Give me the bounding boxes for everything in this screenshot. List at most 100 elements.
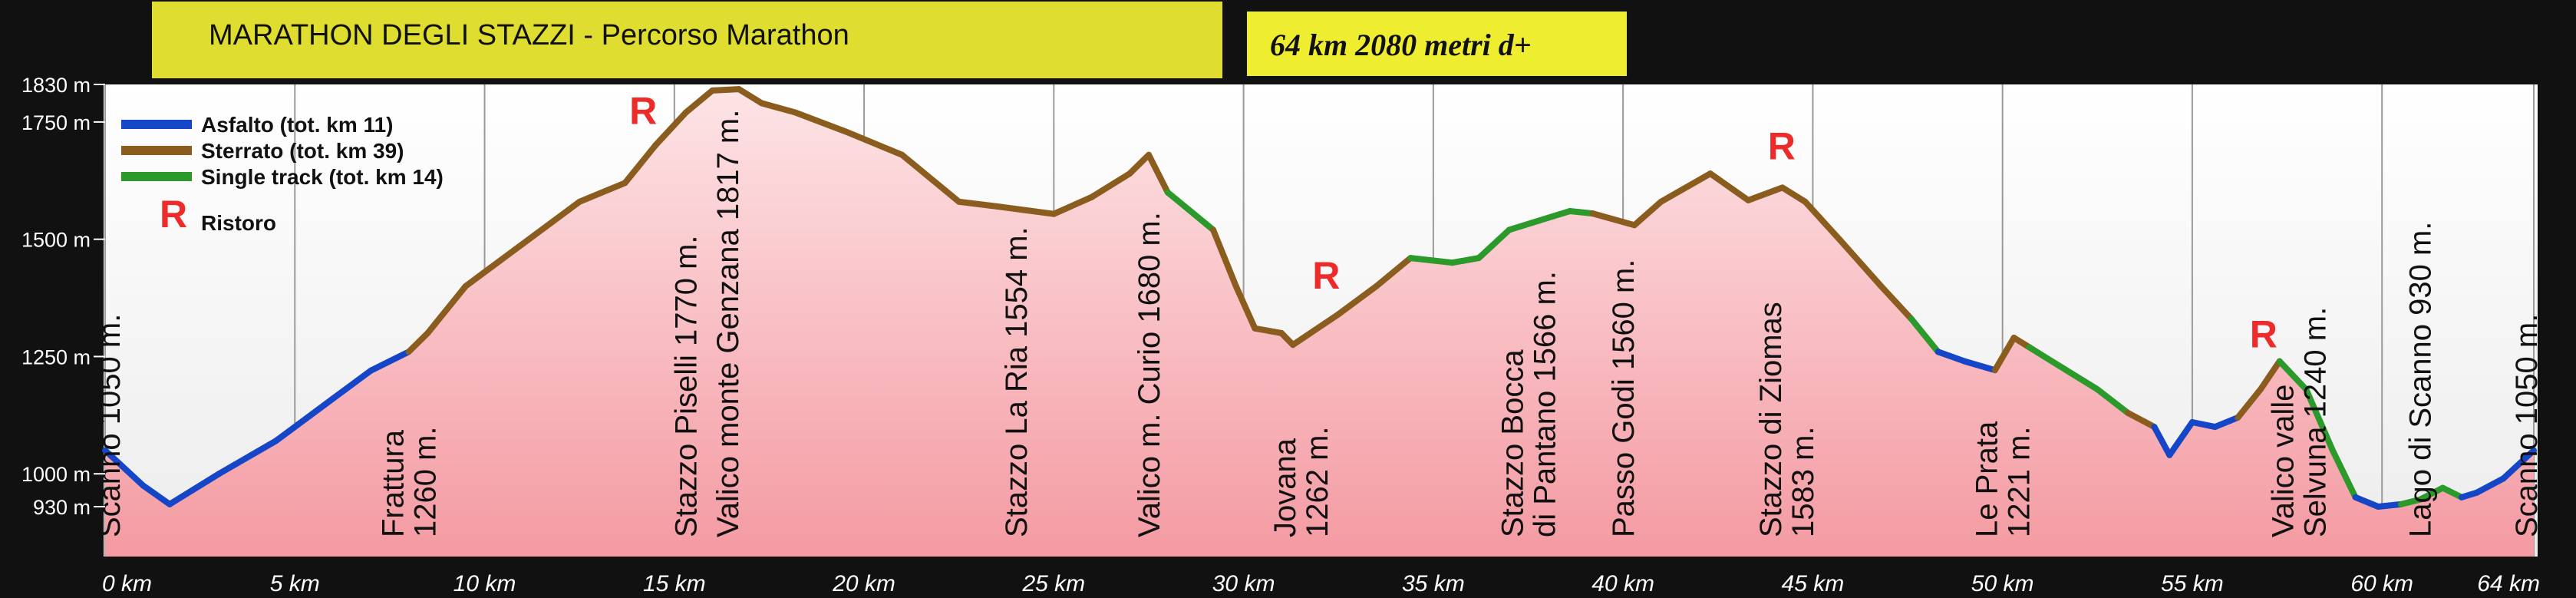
legend: Asfalto (tot. km 11)Sterrato (tot. km 39… xyxy=(121,113,444,236)
legend-label: Sterrato (tot. km 39) xyxy=(201,139,404,163)
route-segment-sterrato xyxy=(1802,198,1842,243)
route-segment-sterrato xyxy=(1088,170,1133,200)
ristoro-markers: R R R R xyxy=(629,90,2278,356)
route-segment-single xyxy=(1506,217,1543,233)
legend-ristoro-symbol: R xyxy=(160,193,187,236)
x-tick-label: 40 km xyxy=(1591,571,1654,596)
x-tick-label: 30 km xyxy=(1212,571,1275,596)
route-segment-asfalto xyxy=(2500,447,2537,482)
route-segment-single xyxy=(1407,255,1456,266)
x-tick-label: 50 km xyxy=(1971,571,2034,596)
route-segment-sterrato xyxy=(709,86,742,94)
waypoint-label-line: Scanno 1050 m. xyxy=(2510,314,2544,537)
route-segment-sterrato xyxy=(955,198,1001,210)
route-segment-sterrato xyxy=(1126,151,1152,177)
waypoint-label: Scanno 1050 m. xyxy=(2510,314,2544,537)
waypoint-label: Lago di Scanno 930 m. xyxy=(2404,222,2438,537)
route-segment-sterrato xyxy=(899,151,962,205)
route-segment-asfalto xyxy=(2151,424,2173,458)
route-segment-asfalto xyxy=(368,349,412,374)
route-segment-asfalto xyxy=(102,447,147,489)
waypoint-label-line: Stazzo La Ria 1554 m. xyxy=(1000,226,1034,537)
waypoint-label-line: Stazzo Bocca xyxy=(1496,349,1529,537)
x-tick-label: 15 km xyxy=(643,571,706,596)
route-segment-sterrato xyxy=(1146,151,1171,196)
route-segment-asfalto xyxy=(2212,414,2241,431)
route-segment-asfalto xyxy=(216,438,279,477)
x-tick-label: 0 km xyxy=(102,571,152,596)
route-segment-sterrato xyxy=(462,240,526,289)
route-segment-asfalto xyxy=(2352,494,2382,510)
route-segment-sterrato xyxy=(1707,170,1752,203)
route-segment-single xyxy=(1566,208,1596,217)
route-segment-single xyxy=(2397,496,2423,507)
x-tick-label: 55 km xyxy=(2161,571,2224,596)
route-segment-asfalto xyxy=(2473,475,2507,496)
waypoint-label-line: Valico m. Curio 1680 m. xyxy=(1133,212,1166,537)
waypoint-label-line: Jovana xyxy=(1268,438,1302,537)
waypoint-label-line: Selvuna 1240 m. xyxy=(2298,307,2332,537)
route-segment-asfalto xyxy=(272,395,336,444)
title-box xyxy=(152,2,1222,78)
waypoint-label-line: 1583 m. xyxy=(1786,426,1820,537)
waypoint-label-line: 1260 m. xyxy=(409,426,443,537)
route-segment-asfalto xyxy=(167,471,223,507)
ristoro-marker: R xyxy=(2250,313,2278,356)
route-segment-asfalto xyxy=(1934,349,1968,365)
route-segment-sterrato xyxy=(1991,335,2017,374)
waypoint-label-line: Le Prata xyxy=(1971,421,2004,537)
route-segment-single xyxy=(2056,362,2101,393)
y-tick-label: 1750 m xyxy=(21,111,91,134)
y-tick-label: 1500 m xyxy=(21,229,91,252)
route-segment-single xyxy=(1476,226,1512,262)
ristoro-marker: R xyxy=(1312,254,1340,297)
route-segment-sterrato xyxy=(2257,358,2283,393)
route-segment-asfalto xyxy=(2375,501,2404,510)
waypoint-label-line: Lago di Scanno 930 m. xyxy=(2404,222,2438,537)
legend-label: Single track (tot. km 14) xyxy=(201,165,444,189)
x-tick-label: 5 km xyxy=(270,571,320,596)
route-segment-single xyxy=(1536,208,1573,224)
route-segment-sterrato xyxy=(1631,198,1664,229)
waypoint-label-line: Frattura xyxy=(377,429,411,537)
waypoint-label: Valico valleSelvuna 1240 m. xyxy=(2266,307,2332,537)
route-segment-sterrato xyxy=(1836,236,1885,289)
legend-label: Ristoro xyxy=(201,211,276,235)
route-segment-asfalto xyxy=(140,482,173,507)
ristoro-marker: R xyxy=(1768,125,1796,168)
waypoint-label: Jovana1262 m. xyxy=(1268,426,1334,537)
waypoint-label: Valico m. Curio 1680 m. xyxy=(1133,212,1166,537)
route-segment-sterrato xyxy=(1657,170,1713,205)
waypoint-label: Stazzo La Ria 1554 m. xyxy=(1000,226,1034,537)
route-segment-sterrato xyxy=(405,329,431,355)
route-segment-sterrato xyxy=(758,100,799,116)
x-tick-label: 60 km xyxy=(2350,571,2413,596)
route-segment-single xyxy=(2329,447,2359,501)
route-line xyxy=(102,86,2537,510)
waypoint-label-line: 1221 m. xyxy=(2003,426,2037,537)
route-segment-sterrato xyxy=(1373,255,1414,289)
route-segment-asfalto xyxy=(2188,419,2218,431)
elevation-area xyxy=(105,89,2534,557)
route-segment-sterrato xyxy=(576,180,628,205)
y-tick-label: 1250 m xyxy=(21,345,91,368)
route-segment-sterrato xyxy=(1589,210,1638,229)
route-segment-sterrato xyxy=(1335,282,1380,318)
chart-title: MARATHON DEGLI STAZZI - Percorso Maratho… xyxy=(209,19,849,51)
x-tick-label: 25 km xyxy=(1021,571,1085,596)
waypoint-label-line: Valico valle xyxy=(2266,385,2300,537)
waypoint-label: Passo Godi 1560 m. xyxy=(1607,259,1641,537)
y-tick-label: 1830 m xyxy=(21,74,91,97)
waypoint-label: Stazzo Boccadi Pantano 1566 m. xyxy=(1496,271,1562,537)
waypoint-label-line: Passo Godi 1560 m. xyxy=(1607,259,1641,537)
waypoint-label-line: 1262 m. xyxy=(1301,426,1334,537)
x-tick-label: 35 km xyxy=(1402,571,1465,596)
route-segment-sterrato xyxy=(1232,282,1258,332)
route-segment-sterrato xyxy=(735,86,765,107)
waypoint-label-line: Valico monte Genzana 1817 m. xyxy=(711,110,745,537)
route-segment-sterrato xyxy=(842,128,905,158)
axes: 0 km 5 km 10 km 15 km 20 km 25 km 30 km 35 km 40… xyxy=(21,74,2540,596)
route-segment-single xyxy=(2276,358,2310,393)
route-segment-asfalto xyxy=(1961,358,1998,374)
